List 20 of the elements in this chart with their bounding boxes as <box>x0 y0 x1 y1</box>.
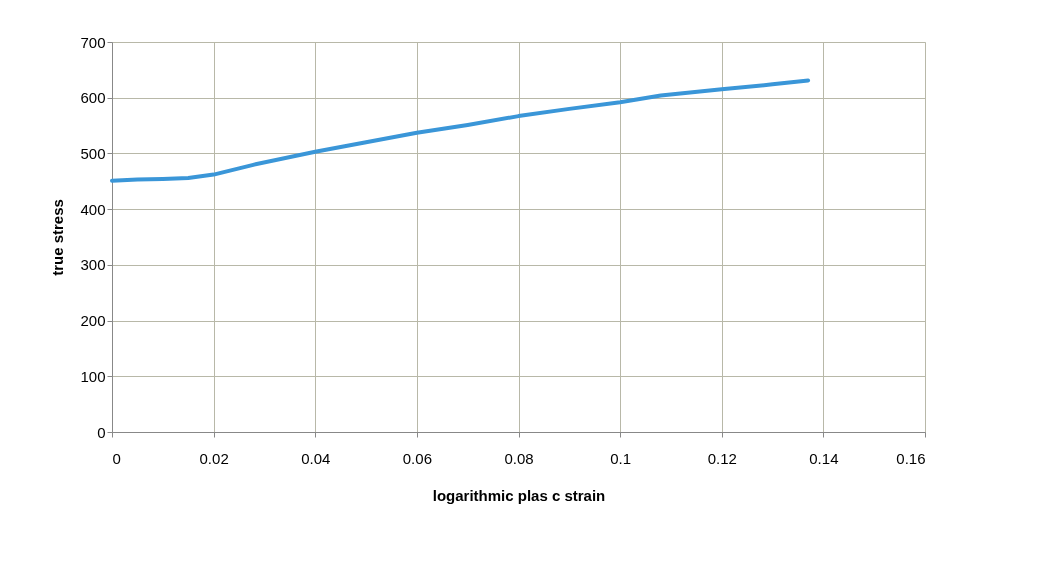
y-tick-label: 300 <box>80 256 106 274</box>
y-tick-label: 100 <box>80 367 106 385</box>
y-axis-title: true stress <box>49 199 67 276</box>
x-tick-label: 0.04 <box>301 449 331 467</box>
x-tick-label: 0.08 <box>504 449 534 467</box>
x-tick-label: 0.12 <box>707 449 737 467</box>
x-tick-label: 0.02 <box>199 449 229 467</box>
x-tick-label: 0.1 <box>610 449 632 467</box>
x-tick-label: 0 <box>112 449 121 467</box>
y-tick-label: 600 <box>80 89 106 107</box>
y-tick-label: 500 <box>80 144 106 162</box>
x-tick-label: 0.06 <box>402 449 432 467</box>
x-axis-title: logarithmic plas c strain <box>432 486 606 504</box>
y-tick-label: 200 <box>80 312 106 330</box>
y-tick-label: 0 <box>97 423 106 441</box>
x-tick-label: 0.14 <box>809 449 839 467</box>
x-tick-label: 0.16 <box>896 449 926 467</box>
y-tick-label: 400 <box>80 200 106 218</box>
line-series <box>110 78 811 183</box>
y-tick-label: 700 <box>80 33 106 51</box>
